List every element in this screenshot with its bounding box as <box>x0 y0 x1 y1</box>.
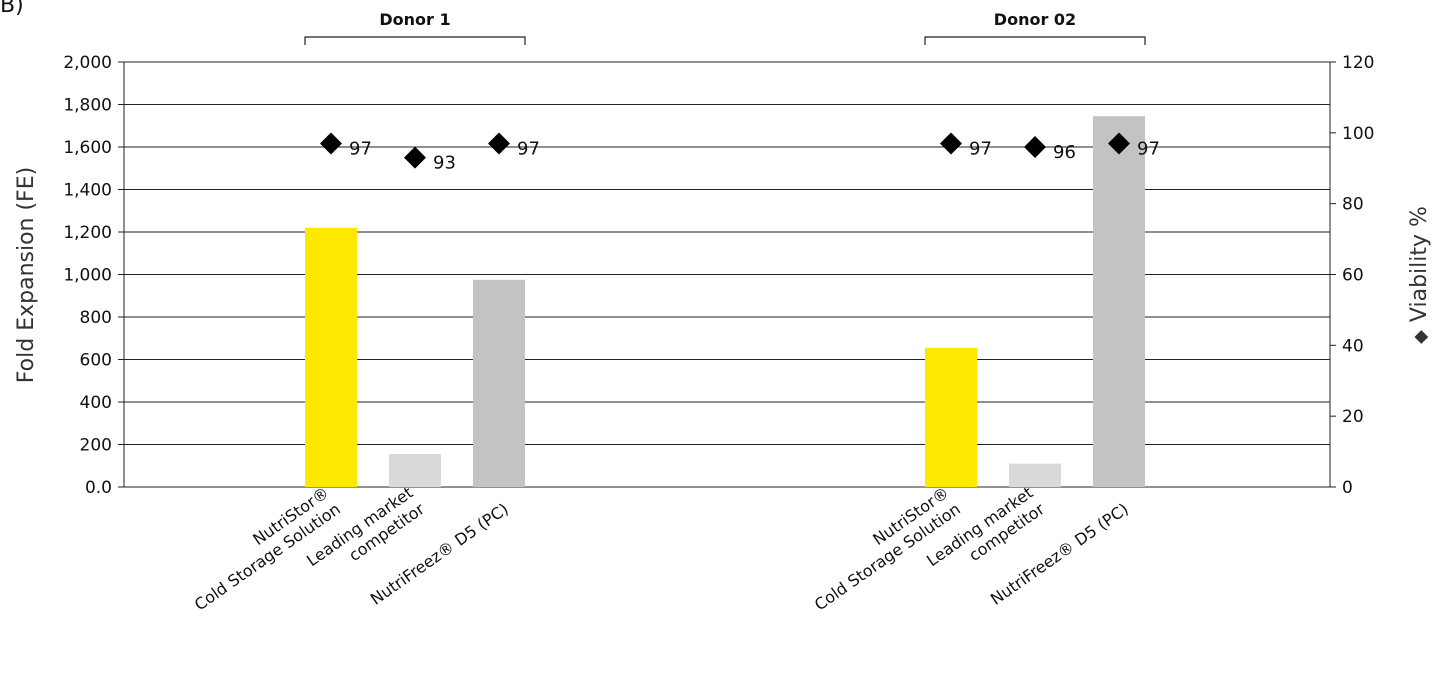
viability-data-label: 97 <box>517 138 540 159</box>
y2-tick-label: 100 <box>1342 124 1374 144</box>
y-tick-label: 1,000 <box>63 266 112 286</box>
y2-tick-label: 40 <box>1342 336 1364 356</box>
bar <box>925 347 977 487</box>
y2-tick-label: 0 <box>1342 478 1353 498</box>
bar <box>1009 463 1061 487</box>
y-tick-label: 1,800 <box>63 96 112 116</box>
viability-diamond-icon <box>940 132 962 155</box>
y2-tick-label: 120 <box>1342 53 1374 73</box>
viability-diamond-icon <box>1024 136 1046 158</box>
y-axis-right-label: ◆Viability % <box>1407 206 1432 344</box>
viability-data-label: 96 <box>1053 142 1076 163</box>
y-tick-label: 0.0 <box>85 478 112 498</box>
legend-diamond-icon: ◆ <box>1410 330 1431 344</box>
viability-diamond-icon <box>1108 132 1130 155</box>
y2-tick-label: 20 <box>1342 407 1364 427</box>
group-brackets: Donor 1 Donor 02 <box>304 10 1146 45</box>
viability-diamond-icon <box>320 132 342 155</box>
y2-tick-label: 60 <box>1342 266 1364 286</box>
panel-label: B) <box>0 0 24 18</box>
bar <box>1093 116 1145 487</box>
y2-tick-label: 80 <box>1342 195 1364 215</box>
group-bracket <box>924 36 1146 45</box>
viability-data-label: 97 <box>349 138 372 159</box>
viability-data-label: 97 <box>1137 138 1160 159</box>
bar <box>305 227 357 487</box>
y-tick-label: 200 <box>80 436 112 456</box>
y-axis-right-label-text: ◆Viability % <box>1407 206 1432 344</box>
viability-diamond-icon <box>404 146 426 169</box>
group-label: Donor 02 <box>994 10 1076 29</box>
y-axis-left-ticks: 0.0 200 400 600 800 1,000 1,200 1,400 1,600 1,800… <box>63 53 124 498</box>
y-tick-label: 2,000 <box>63 53 112 73</box>
group-label: Donor 1 <box>379 10 450 29</box>
y-tick-label: 800 <box>80 308 112 328</box>
bar <box>473 279 525 487</box>
y-tick-label: 1,600 <box>63 138 112 158</box>
viability-diamond-icon <box>488 132 510 155</box>
viability-data-label: 97 <box>969 138 992 159</box>
y-axis-left-label: Fold Expansion (FE) <box>14 167 39 383</box>
y-tick-label: 1,200 <box>63 223 112 243</box>
viability-data-label: 93 <box>433 153 456 174</box>
group-bracket <box>304 36 526 45</box>
y-tick-label: 400 <box>80 393 112 413</box>
bar <box>389 454 441 487</box>
bars <box>305 116 1145 487</box>
y-axis-right-ticks: 0 20 40 60 80 100 120 <box>1330 53 1374 498</box>
y-tick-label: 1,400 <box>63 181 112 201</box>
viability-markers: 97 93 97 97 96 97 <box>320 132 1160 174</box>
y-tick-label: 600 <box>80 351 112 371</box>
gridlines <box>124 61 1330 488</box>
